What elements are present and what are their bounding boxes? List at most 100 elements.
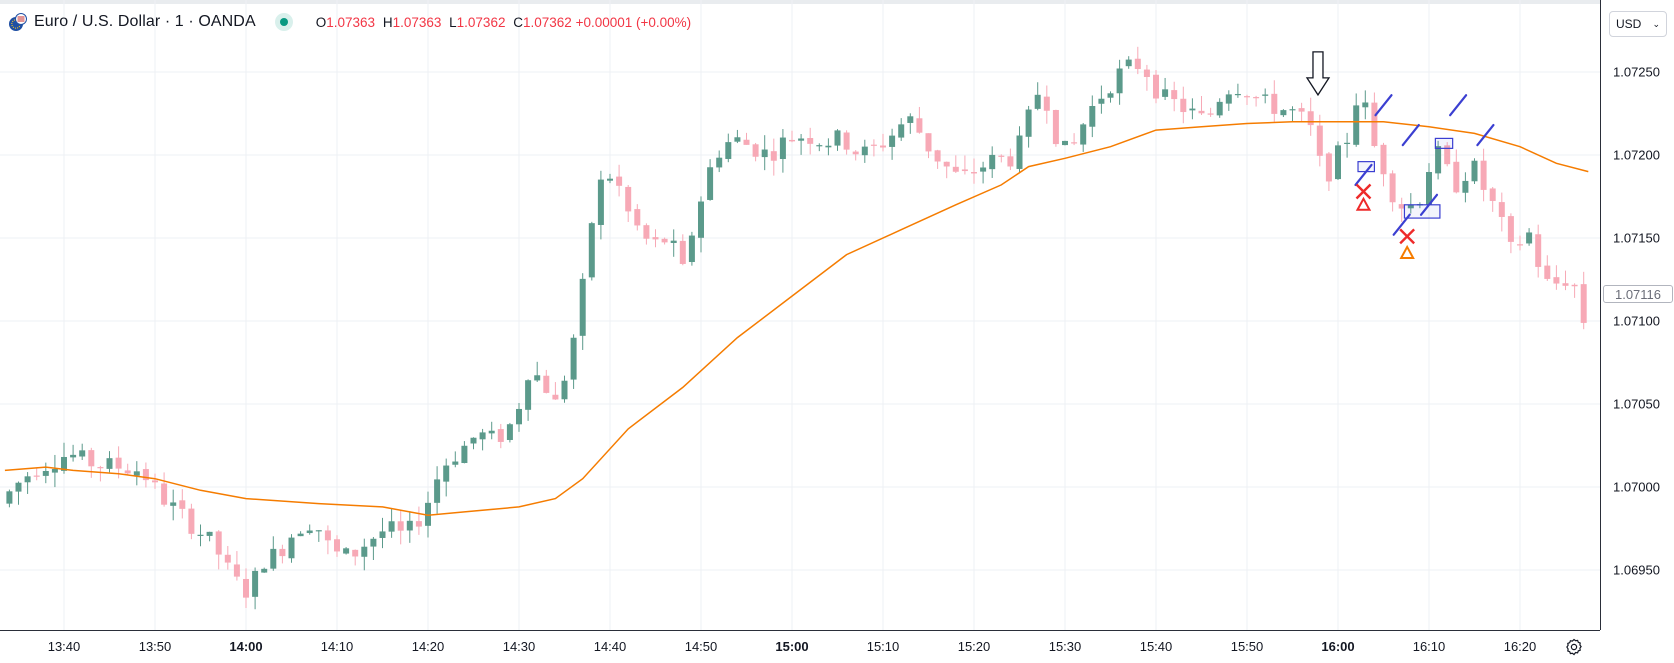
- candle-body: [1544, 265, 1551, 279]
- candle-body: [152, 480, 158, 483]
- time-tick-label: 16:10: [1412, 639, 1446, 654]
- candle-body: [861, 146, 868, 156]
- candle-body: [1180, 98, 1187, 113]
- candle-body: [843, 132, 850, 150]
- candle-body: [1262, 94, 1269, 96]
- candle-body: [625, 186, 632, 212]
- candle-body: [561, 380, 568, 400]
- candle-body: [998, 155, 1005, 157]
- zone-box: [1403, 204, 1441, 219]
- candle-body: [1207, 113, 1214, 115]
- candle-body: [607, 178, 613, 181]
- candle-body: [479, 432, 486, 440]
- candle-body: [215, 531, 222, 555]
- candle-body: [1535, 234, 1542, 267]
- time-tick-label: 16:20: [1503, 639, 1537, 654]
- last-price-label: 1.07116: [1603, 285, 1673, 304]
- candle-body: [1507, 216, 1514, 242]
- candle-body: [1435, 146, 1442, 174]
- candle-body: [752, 144, 759, 157]
- price-scale[interactable]: USD ⌄ 1.07250 1.07200 1.07150 1.07100 1.0705…: [1600, 0, 1674, 630]
- candle-body: [1062, 140, 1068, 146]
- slash-mark: [1392, 213, 1411, 236]
- price-tick-label: 1.07100: [1613, 313, 1660, 329]
- candle-body: [1426, 172, 1432, 205]
- candle-body: [70, 454, 77, 458]
- candle-body: [279, 548, 286, 557]
- slash-mark: [1401, 123, 1420, 147]
- candle-body: [889, 135, 896, 147]
- market-status-dot[interactable]: [279, 18, 288, 26]
- cross-mark-icon: [1355, 183, 1372, 200]
- candle-body: [352, 549, 359, 557]
- candle-body: [770, 151, 777, 161]
- candle-body: [1162, 89, 1169, 97]
- candle-body: [1298, 108, 1305, 112]
- candle-body: [534, 375, 541, 381]
- candle-body: [1116, 68, 1123, 94]
- symbol-flag-icon: [9, 13, 27, 31]
- candle-body: [1034, 94, 1041, 109]
- candle-body: [288, 537, 295, 559]
- candle-body: [1335, 145, 1341, 180]
- candle-body: [324, 530, 331, 541]
- candle-body: [898, 124, 905, 138]
- candle-body: [707, 167, 714, 200]
- candle-body: [1444, 145, 1451, 165]
- candle-body: [51, 468, 58, 473]
- time-tick-label: 14:50: [684, 639, 718, 654]
- candle-body: [1307, 111, 1314, 126]
- currency-selector[interactable]: USD ⌄: [1609, 11, 1667, 37]
- candle-body: [33, 475, 40, 477]
- candle-body: [306, 530, 313, 534]
- candle-body: [343, 548, 350, 554]
- moving-average-line: [4, 121, 1589, 516]
- candle-body: [88, 450, 95, 467]
- price-tick-label: 1.07050: [1613, 396, 1660, 412]
- candle-body: [470, 437, 477, 444]
- chart-pane[interactable]: Euro / U.S. Dollar · 1 · OANDA O1.07363 …: [0, 0, 1600, 630]
- candle-body: [1153, 74, 1159, 99]
- time-scale[interactable]: 13:40 13:50 14:00 14:10 14:20 14:30 14:40 14:50…: [0, 630, 1600, 663]
- triangle-marker-icon: [1399, 244, 1415, 259]
- candle-body: [1380, 144, 1387, 175]
- candle-body: [1553, 277, 1560, 284]
- candle-body: [852, 151, 859, 155]
- candle-body: [570, 337, 577, 380]
- candle-body: [179, 500, 186, 509]
- candle-body: [270, 548, 277, 569]
- slash-mark: [1449, 94, 1468, 117]
- gear-icon[interactable]: [1564, 637, 1584, 657]
- candle-body: [716, 157, 723, 168]
- candle-body: [1043, 96, 1050, 111]
- candle-body: [334, 539, 340, 552]
- candle-body: [1007, 156, 1014, 167]
- symbol-title[interactable]: Euro / U.S. Dollar · 1 · OANDA: [34, 13, 256, 30]
- candle-body: [1526, 232, 1533, 244]
- candle-body: [980, 167, 987, 172]
- candle-body: [42, 470, 49, 476]
- time-tick-label: 14:30: [502, 639, 536, 654]
- candle-body: [406, 520, 413, 531]
- time-tick-label: 15:20: [957, 639, 991, 654]
- candle-body: [825, 145, 832, 148]
- candle-body: [834, 130, 841, 146]
- candle-body: [1498, 202, 1505, 217]
- candle-body: [425, 502, 431, 526]
- chart-canvas[interactable]: [0, 0, 1600, 630]
- price-tick-label: 1.07250: [1613, 64, 1660, 80]
- candle-body: [816, 145, 823, 147]
- candle-body: [761, 149, 768, 158]
- slash-mark: [1476, 123, 1495, 147]
- candle-body: [880, 145, 886, 148]
- candle-body: [97, 467, 104, 469]
- candle-body: [552, 394, 559, 400]
- candle-body: [1216, 101, 1223, 116]
- candle-body: [698, 201, 704, 238]
- candle-body: [543, 375, 550, 393]
- time-tick-label: 14:00: [229, 639, 263, 654]
- low-key: L: [449, 14, 457, 30]
- candle-body: [170, 502, 177, 506]
- candle-body: [434, 479, 441, 503]
- symbol-legend: Euro / U.S. Dollar · 1 · OANDA O1.07363 …: [8, 12, 691, 32]
